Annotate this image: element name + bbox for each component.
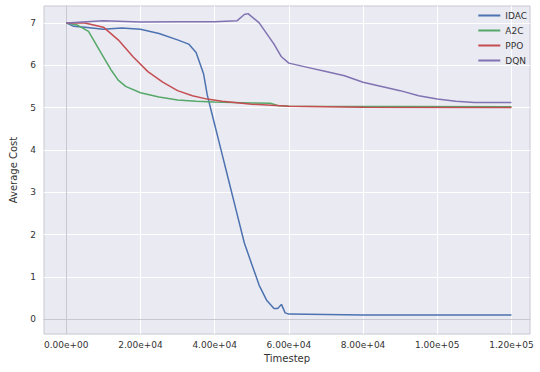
svg-text:A2C: A2C [505,26,523,36]
svg-text:5: 5 [30,103,36,113]
svg-text:DQN: DQN [505,56,526,66]
svg-text:7: 7 [30,18,36,28]
svg-text:1.00e+05: 1.00e+05 [415,340,460,350]
svg-text:1.20e+05: 1.20e+05 [489,340,534,350]
svg-text:0: 0 [30,314,36,324]
svg-text:IDAC: IDAC [505,11,527,21]
svg-text:8.00e+04: 8.00e+04 [341,340,386,350]
svg-text:2: 2 [30,230,36,240]
svg-text:2.00e+04: 2.00e+04 [118,340,163,350]
svg-text:6.00e+04: 6.00e+04 [267,340,312,350]
svg-text:6: 6 [30,60,36,70]
svg-text:4.00e+04: 4.00e+04 [192,340,237,350]
svg-text:0.00e+00: 0.00e+00 [44,340,89,350]
svg-text:1: 1 [30,272,36,282]
svg-text:Average Cost: Average Cost [8,137,19,204]
svg-text:Timestep: Timestep [263,353,310,364]
svg-text:PPO: PPO [505,41,523,51]
svg-text:4: 4 [30,145,36,155]
svg-text:3: 3 [30,187,36,197]
